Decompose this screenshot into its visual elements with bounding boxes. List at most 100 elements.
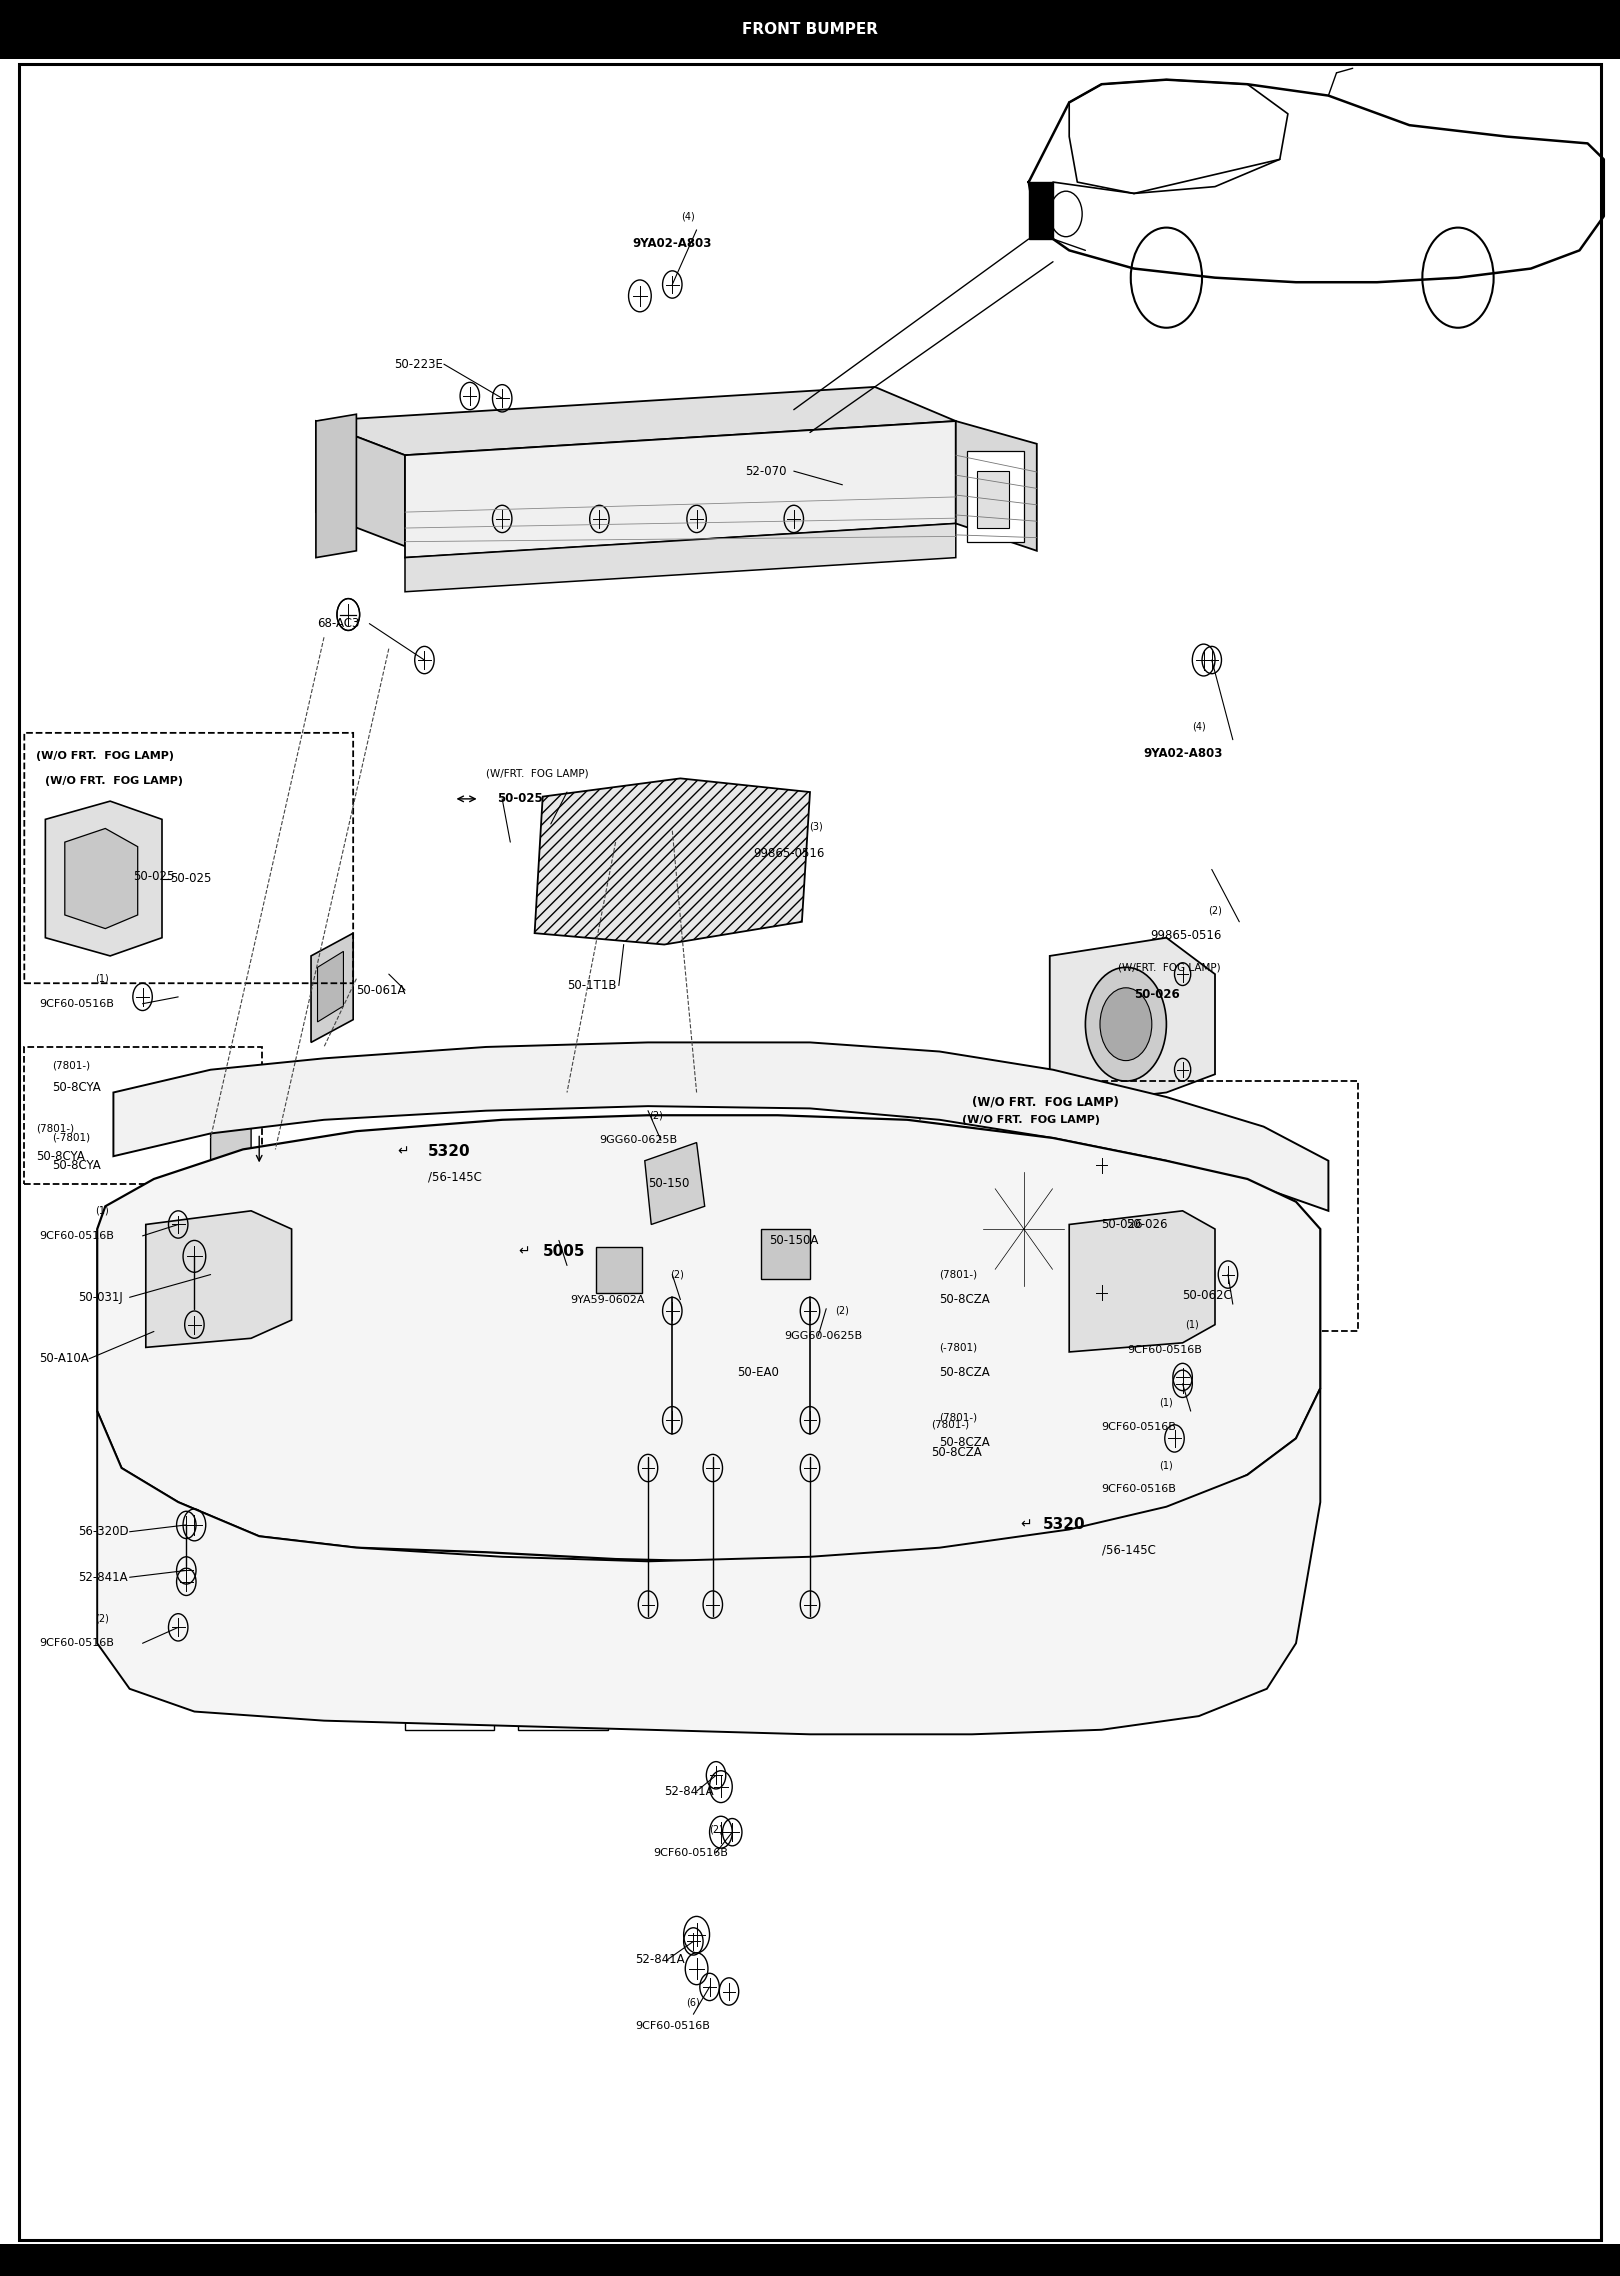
- Circle shape: [993, 1186, 1055, 1272]
- Polygon shape: [535, 778, 810, 945]
- Polygon shape: [956, 421, 1037, 551]
- Bar: [405, 1680, 494, 1730]
- Text: 9GG60-0625B: 9GG60-0625B: [599, 1136, 677, 1145]
- Bar: [761, 1229, 810, 1279]
- Text: 52-070: 52-070: [745, 464, 787, 478]
- Text: 5005: 5005: [543, 1245, 585, 1259]
- Bar: [967, 451, 1024, 542]
- Text: 50-8CZA: 50-8CZA: [940, 1293, 990, 1306]
- Text: 50-026: 50-026: [1134, 988, 1179, 1001]
- Text: 50-150: 50-150: [648, 1177, 690, 1190]
- Text: 9CF60-0516B: 9CF60-0516B: [1102, 1422, 1176, 1432]
- Text: 9CF60-0516B: 9CF60-0516B: [1102, 1484, 1176, 1493]
- Polygon shape: [97, 1115, 1320, 1561]
- Polygon shape: [65, 828, 138, 929]
- Text: FRONT BUMPER: FRONT BUMPER: [742, 23, 878, 36]
- Text: 9YA59-0602A: 9YA59-0602A: [570, 1295, 645, 1304]
- Text: ↵: ↵: [1021, 1518, 1032, 1532]
- Text: (W/O FRT.  FOG LAMP): (W/O FRT. FOG LAMP): [962, 1115, 1100, 1124]
- Circle shape: [1085, 967, 1166, 1081]
- Polygon shape: [1115, 1375, 1166, 1475]
- Bar: [24, 1047, 262, 1184]
- Polygon shape: [1029, 182, 1053, 239]
- Text: 50-062C: 50-062C: [1183, 1288, 1233, 1302]
- Text: (1): (1): [1186, 1320, 1199, 1329]
- Polygon shape: [405, 523, 956, 592]
- Text: (2): (2): [96, 1614, 109, 1623]
- Text: 50-EA0: 50-EA0: [737, 1366, 779, 1379]
- Bar: [842, 1680, 931, 1730]
- Polygon shape: [211, 1088, 251, 1188]
- Text: 50-8CYA: 50-8CYA: [52, 1081, 100, 1095]
- Text: (2): (2): [836, 1306, 849, 1316]
- Text: 50-026: 50-026: [1126, 1218, 1168, 1231]
- Text: ↵: ↵: [397, 1145, 408, 1158]
- Polygon shape: [405, 421, 956, 558]
- Text: (W/FRT.  FOG LAMP): (W/FRT. FOG LAMP): [1118, 963, 1220, 972]
- Text: 5320: 5320: [428, 1145, 470, 1158]
- Circle shape: [1100, 988, 1152, 1061]
- Text: 56-320D: 56-320D: [78, 1525, 128, 1539]
- Text: 50-A10A: 50-A10A: [39, 1352, 89, 1366]
- Polygon shape: [645, 1143, 705, 1224]
- Bar: [977, 471, 1009, 528]
- Text: 52-841A: 52-841A: [664, 1784, 714, 1798]
- Text: 99865-0516: 99865-0516: [753, 847, 825, 860]
- Bar: [0, 2244, 1620, 2276]
- Text: (2): (2): [650, 1111, 663, 1120]
- Text: 50-061A: 50-061A: [356, 983, 407, 997]
- Text: 50-025: 50-025: [170, 872, 212, 885]
- Text: (7801-): (7801-): [52, 1061, 91, 1070]
- Bar: [518, 1680, 608, 1730]
- Circle shape: [975, 1161, 1072, 1297]
- Text: (1): (1): [1160, 1461, 1173, 1470]
- Text: (-7801): (-7801): [940, 1343, 978, 1352]
- Polygon shape: [97, 1388, 1320, 1734]
- Text: (7801-): (7801-): [36, 1124, 75, 1133]
- Text: (7801-): (7801-): [940, 1413, 978, 1422]
- Text: (7801-): (7801-): [940, 1270, 978, 1279]
- Polygon shape: [318, 951, 343, 1022]
- Polygon shape: [1050, 938, 1215, 1106]
- Text: 9CF60-0516B: 9CF60-0516B: [653, 1848, 727, 1857]
- Polygon shape: [311, 933, 353, 1042]
- Text: (W/O FRT.  FOG LAMP): (W/O FRT. FOG LAMP): [972, 1095, 1119, 1108]
- Text: (2): (2): [1209, 906, 1221, 915]
- Text: 68-AC3: 68-AC3: [318, 617, 360, 630]
- Text: /56-145C: /56-145C: [428, 1170, 481, 1184]
- Text: 50-8CZA: 50-8CZA: [940, 1436, 990, 1450]
- Text: (1): (1): [1160, 1397, 1173, 1407]
- Text: 50-223E: 50-223E: [394, 357, 442, 371]
- Text: 5320: 5320: [1043, 1518, 1085, 1532]
- Text: (7801-): (7801-): [931, 1420, 970, 1429]
- Polygon shape: [316, 387, 956, 455]
- Text: 9CF60-0516B: 9CF60-0516B: [1128, 1345, 1202, 1354]
- Text: 50-8CZA: 50-8CZA: [931, 1445, 982, 1459]
- Bar: [0, 0, 1620, 59]
- Text: 50-1T1B: 50-1T1B: [567, 979, 617, 992]
- Text: (2): (2): [671, 1270, 684, 1279]
- Text: 50-150A: 50-150A: [770, 1234, 818, 1247]
- Bar: [920, 1081, 1358, 1331]
- Text: 50-8CYA: 50-8CYA: [36, 1149, 84, 1163]
- Text: 50-8CZA: 50-8CZA: [940, 1366, 990, 1379]
- Text: (W/O FRT.  FOG LAMP): (W/O FRT. FOG LAMP): [36, 751, 173, 760]
- Text: /56-145C: /56-145C: [1102, 1543, 1155, 1557]
- Text: ↵: ↵: [518, 1245, 530, 1259]
- Text: (W/FRT.  FOG LAMP): (W/FRT. FOG LAMP): [486, 769, 588, 778]
- Bar: [956, 1680, 1045, 1730]
- Text: 9CF60-0516B: 9CF60-0516B: [635, 2021, 710, 2030]
- Polygon shape: [316, 414, 356, 558]
- Polygon shape: [45, 801, 162, 956]
- Polygon shape: [146, 1211, 292, 1347]
- Text: 9GG60-0625B: 9GG60-0625B: [784, 1331, 862, 1341]
- Text: 9YA02-A803: 9YA02-A803: [633, 237, 711, 250]
- Text: (-7801): (-7801): [52, 1133, 91, 1143]
- Text: 52-841A: 52-841A: [78, 1570, 128, 1584]
- Text: (2): (2): [710, 1825, 723, 1834]
- Text: (4): (4): [1192, 721, 1205, 731]
- Text: 50-025: 50-025: [497, 792, 543, 806]
- Text: (3): (3): [810, 822, 823, 831]
- Text: (1): (1): [96, 1206, 109, 1215]
- Text: (1): (1): [96, 974, 109, 983]
